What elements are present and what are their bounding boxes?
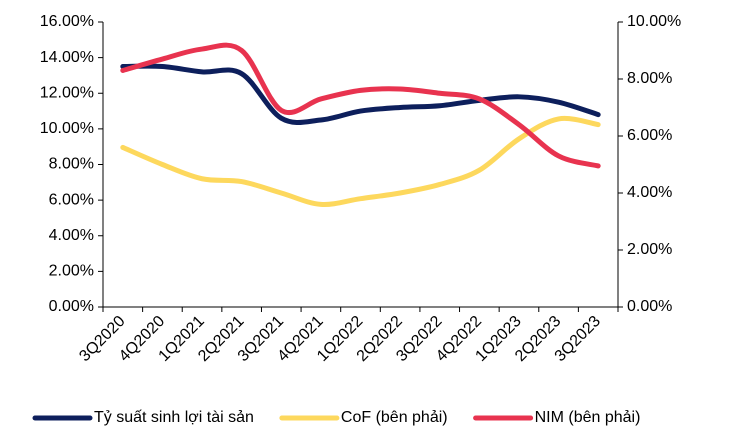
- y-tick-label: 4.00%: [49, 227, 94, 244]
- y-tick-label: 10.00%: [40, 120, 94, 137]
- y-tick-label: 6.00%: [49, 191, 94, 208]
- y2-tick-label: 10.00%: [627, 13, 681, 30]
- y-tick-label: 2.00%: [49, 263, 94, 280]
- y2-tick-label: 6.00%: [627, 127, 672, 144]
- y-tick-label: 12.00%: [40, 84, 94, 101]
- series-line: [120, 115, 601, 208]
- y2-tick-label: 0.00%: [627, 298, 672, 315]
- series-line: [120, 63, 601, 125]
- y2-tick-label: 4.00%: [627, 184, 672, 201]
- y-tick-label: 8.00%: [49, 156, 94, 173]
- legend-label: CoF (bên phải): [341, 409, 448, 426]
- y-tick-label: 0.00%: [49, 298, 94, 315]
- y-tick-label: 14.00%: [40, 49, 94, 66]
- y-tick-label: 16.00%: [40, 13, 94, 30]
- y2-tick-label: 8.00%: [627, 70, 672, 87]
- series-line: [120, 42, 601, 169]
- legend-label: Tỷ suất sinh lợi tài sản: [94, 409, 254, 426]
- legend-label: NIM (bên phải): [535, 409, 641, 426]
- y2-tick-label: 2.00%: [627, 241, 672, 258]
